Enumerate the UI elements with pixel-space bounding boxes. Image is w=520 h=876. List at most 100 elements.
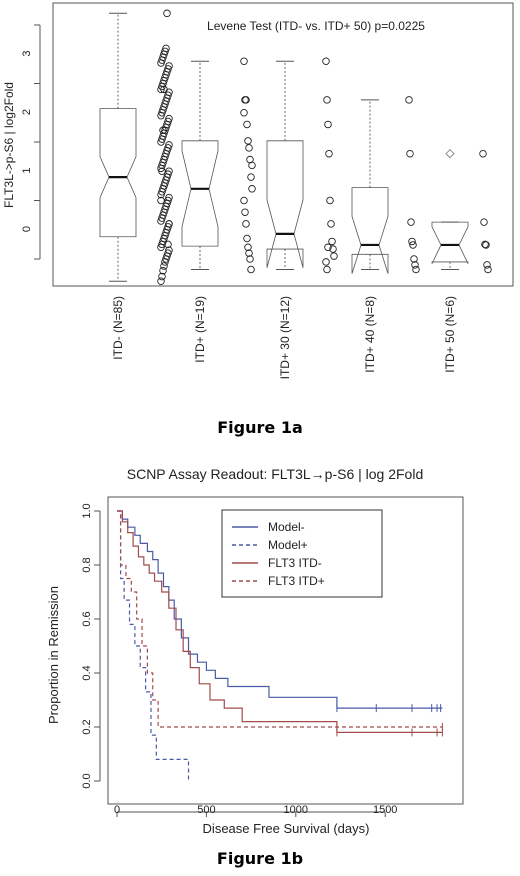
axes: 0.0 0.2 0.4 0.6 0.8 1.0 0 500 1000 1500 — [81, 503, 397, 817]
data-point — [243, 120, 251, 129]
data-point — [412, 265, 420, 274]
data-point — [162, 44, 170, 53]
y-tick-label: 0.6 — [81, 611, 93, 626]
legend-label: FLT3 ITD+ — [268, 574, 325, 588]
x-axis-labels: ITD- (N=85) ITD+ (N=19) ITD+ 30 (N=12) ITD+… — [111, 296, 457, 379]
x-tick-label: 500 — [197, 804, 215, 816]
data-point — [484, 265, 492, 274]
x-tick-label: 1500 — [373, 804, 397, 816]
x-axis-label: Disease Free Survival (days) — [203, 821, 370, 836]
x-category-label: ITD+ 40 (N=8) — [363, 296, 377, 373]
data-point — [244, 137, 252, 145]
box-outline — [431, 221, 469, 264]
point-group — [157, 9, 492, 285]
data-point — [159, 126, 167, 135]
legend-label: FLT3 ITD- — [268, 556, 322, 570]
data-point — [324, 243, 332, 252]
y-tick-label: 2 — [21, 109, 33, 115]
y-tick-label: 1 — [21, 167, 33, 173]
data-point — [157, 196, 165, 205]
box-2 — [181, 60, 219, 271]
box-1 — [99, 12, 137, 282]
data-point — [165, 62, 173, 70]
survival-curves — [117, 510, 443, 781]
y-tick-label: 0 — [21, 226, 33, 232]
chart-annotation-title: Levene Test (ITD- vs. ITD+ 50) p=0.0225 — [207, 19, 425, 33]
box-group — [99, 12, 469, 282]
data-point — [327, 220, 335, 228]
data-point — [165, 220, 173, 228]
data-point — [240, 108, 248, 117]
data-point — [324, 120, 332, 129]
data-point — [158, 272, 166, 281]
x-category-label: ITD+ 50 (N=6) — [443, 296, 457, 373]
data-point — [240, 196, 248, 205]
data-point — [244, 243, 252, 252]
data-point — [409, 241, 417, 249]
figure-1a-caption: Figure 1a — [217, 418, 303, 437]
data-point — [480, 218, 488, 226]
box-outline — [99, 108, 137, 238]
data-point — [326, 196, 334, 205]
outlier-point — [445, 148, 455, 159]
y-tick-label: 0.2 — [81, 719, 93, 734]
legend-box — [221, 509, 383, 598]
y-axis: 01234 — [21, 24, 41, 260]
data-point — [322, 258, 330, 266]
y-axis-label: FLT3L->p-S6 | log2Fold — [2, 82, 16, 208]
data-point — [164, 240, 172, 249]
figure-1b-survival-chart: SCNP Assay Readout: FLT3L→p-S6 | log 2Fo… — [46, 466, 464, 868]
box-outline — [266, 140, 304, 268]
plot-frame — [107, 496, 464, 805]
data-point — [323, 265, 331, 274]
y-tick-label: 0.4 — [81, 665, 93, 680]
chart-title: SCNP Assay Readout: FLT3L→p-S6 | log 2Fo… — [127, 466, 424, 482]
data-point — [242, 96, 250, 104]
data-point — [247, 265, 255, 274]
y-tick-label: 0.8 — [81, 557, 93, 572]
x-category-label: ITD+ 30 (N=12) — [278, 296, 292, 379]
data-point — [245, 249, 253, 257]
data-point — [242, 220, 250, 228]
box-3 — [266, 60, 304, 271]
data-point — [330, 252, 338, 260]
data-point — [157, 277, 165, 285]
data-point — [160, 262, 168, 270]
data-point — [406, 149, 414, 158]
data-point — [325, 149, 333, 158]
y-tick-label: 1.0 — [81, 503, 93, 518]
figure-1a-boxplot: Levene Test (ITD- vs. ITD+ 50) p=0.0225 … — [2, 2, 514, 437]
x-tick-label: 0 — [114, 804, 120, 816]
data-point — [248, 185, 256, 193]
box-outline — [181, 140, 219, 247]
data-point — [165, 246, 173, 254]
data-point — [247, 173, 255, 181]
data-point — [405, 96, 413, 104]
data-point — [165, 141, 173, 149]
data-point — [322, 57, 330, 66]
figure-1b-caption: Figure 1b — [217, 849, 303, 868]
survival-line-4 — [117, 510, 443, 728]
x-category-label: ITD- (N=85) — [111, 296, 125, 360]
data-point — [408, 237, 416, 246]
survival-line-1 — [117, 510, 443, 709]
box-4 — [351, 99, 389, 274]
y-axis-label: Proportion in Remission — [46, 586, 61, 724]
survival-line-3 — [117, 510, 443, 733]
data-point — [245, 144, 253, 152]
data-point — [240, 57, 248, 66]
plot-frame — [52, 2, 514, 287]
y-tick-label: 0.0 — [81, 773, 93, 788]
data-point — [165, 193, 173, 202]
data-point — [323, 96, 331, 104]
legend: Model- Model+ FLT3 ITD- FLT3 ITD+ — [221, 509, 383, 598]
data-point — [163, 9, 171, 18]
legend-label: Model+ — [268, 538, 308, 552]
x-category-label: ITD+ (N=19) — [193, 296, 207, 363]
data-point — [329, 245, 337, 253]
data-point — [481, 240, 489, 249]
legend-label: Model- — [268, 520, 305, 534]
data-point — [248, 161, 256, 170]
box-5 — [431, 148, 469, 271]
data-point — [243, 234, 251, 243]
